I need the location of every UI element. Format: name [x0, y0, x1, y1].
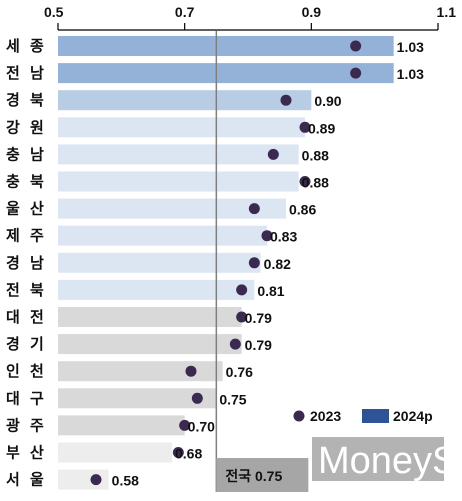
category-label: 경 기 [6, 335, 47, 353]
category-label: 부 산 [6, 445, 47, 462]
watermark-logo: MoneyS [318, 440, 457, 482]
value-label: 0.81 [257, 283, 284, 299]
bar [58, 307, 242, 327]
value-label: 0.88 [302, 147, 329, 163]
bar [58, 252, 261, 273]
category-label: 강 원 [6, 118, 47, 136]
reference-label: 전국 0.75 [225, 468, 282, 484]
value-label: 0.86 [289, 202, 316, 218]
bar [58, 442, 172, 463]
reference-label-box [216, 458, 309, 492]
value-label: 0.82 [264, 256, 291, 272]
value-label: 0.79 [245, 337, 272, 353]
x-axis: 0.5 0.7 0.9 1.1 [44, 4, 457, 31]
value-label: 0.68 [175, 446, 202, 462]
category-label: 충 북 [6, 174, 47, 191]
legend: 2023 2024p [293, 408, 433, 424]
watermark: MoneyS [312, 437, 457, 482]
category-label: 경 남 [6, 254, 47, 272]
bar [58, 415, 185, 436]
legend-marker-2023 [293, 410, 305, 422]
value-labels: 1.03 1.03 0.90 0.89 0.88 0.88 0.86 0.83 0.82 0.81… [112, 39, 424, 489]
category-label: 전 남 [6, 65, 47, 82]
category-label: 서 울 [6, 472, 47, 489]
bar [58, 225, 267, 246]
marker-2023 [229, 338, 241, 350]
marker-2023 [236, 311, 248, 323]
category-label: 대 구 [6, 390, 47, 407]
marker-2023 [280, 94, 292, 106]
value-label: 0.88 [302, 175, 329, 191]
marker-2023 [350, 40, 362, 52]
bar [58, 36, 394, 56]
marker-2023 [267, 148, 279, 160]
legend-label-2023: 2023 [310, 408, 341, 424]
category-label: 세 종 [6, 38, 47, 55]
bars-group [58, 36, 394, 490]
category-label: 인 천 [6, 362, 47, 380]
bar [58, 198, 286, 219]
markers-group [90, 40, 362, 486]
bar [58, 144, 299, 165]
category-label: 충 남 [6, 146, 47, 163]
value-label: 0.76 [226, 364, 253, 380]
marker-2023 [191, 392, 203, 404]
x-tick-label: 1.1 [437, 4, 457, 20]
bar [58, 90, 312, 111]
watermark-box [312, 437, 444, 481]
bar [58, 171, 299, 192]
x-tick-label: 0.5 [44, 4, 64, 20]
value-label: 0.70 [188, 418, 215, 434]
marker-2023 [299, 121, 311, 133]
bar [58, 388, 217, 409]
category-label: 제 주 [6, 228, 47, 245]
category-label: 전 북 [6, 282, 47, 299]
marker-2023 [172, 447, 184, 458]
value-label: 0.79 [245, 310, 272, 326]
bar [58, 279, 255, 300]
marker-2023 [261, 230, 273, 242]
bar [58, 334, 242, 355]
value-label: 1.03 [397, 66, 424, 82]
marker-2023 [179, 419, 191, 431]
value-label: 0.83 [270, 229, 297, 245]
marker-2023 [236, 284, 248, 296]
marker-2023 [350, 67, 362, 79]
x-tick-label: 0.7 [175, 4, 195, 20]
bar [58, 63, 394, 84]
category-label: 울 산 [6, 201, 47, 218]
value-label: 0.90 [314, 93, 341, 109]
marker-2023 [299, 176, 311, 187]
reference-group: 전국 0.75 [215, 31, 309, 492]
marker-2023 [90, 474, 102, 486]
category-labels: 세 종전 남경 북강 원충 남충 북울 산제 주경 남전 북대 전경 기인 천대… [6, 38, 47, 489]
marker-2023 [185, 365, 197, 377]
marker-2023 [248, 257, 260, 269]
legend-swatch-2024p [362, 409, 389, 423]
bar [58, 361, 223, 382]
category-label: 대 전 [6, 309, 47, 326]
value-label: 0.75 [219, 391, 246, 407]
bar [58, 117, 305, 138]
legend-label-2024p: 2024p [393, 408, 433, 424]
x-tick-label: 0.9 [302, 4, 322, 20]
marker-2023 [248, 203, 260, 215]
category-label: 경 북 [6, 91, 47, 109]
category-label: 광 주 [6, 416, 47, 434]
value-label: 0.89 [308, 120, 335, 136]
value-label: 1.03 [397, 39, 424, 55]
value-label: 0.58 [112, 473, 139, 489]
